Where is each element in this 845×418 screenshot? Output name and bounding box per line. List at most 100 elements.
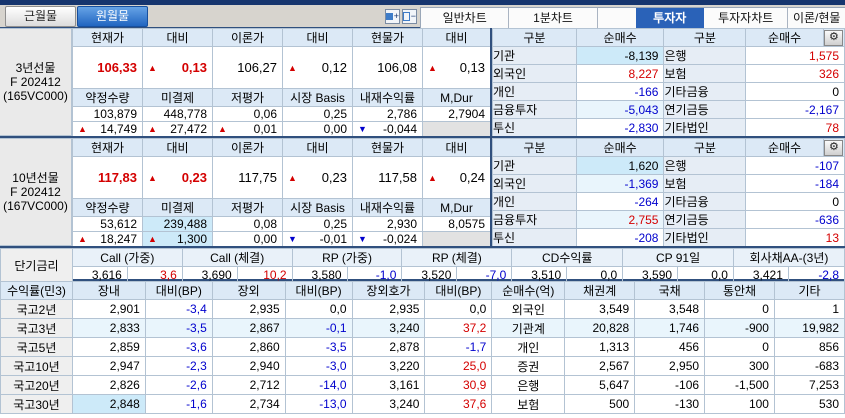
column-header: 대비	[142, 28, 213, 47]
rates-section-label: 단기금리	[0, 248, 73, 283]
column-header: 순매수	[745, 138, 824, 157]
value-cell: -2,167	[745, 100, 845, 119]
tab-theory-spot[interactable]: 이론/현물가	[788, 8, 845, 45]
investor-type-label: 기관	[492, 156, 577, 175]
value-cell: 3,549	[564, 299, 636, 319]
value-cell: 37,6	[424, 394, 493, 414]
value-cell: ▲ 0,01	[212, 121, 283, 137]
value-cell: -636	[745, 210, 845, 229]
value-cell: ▼ -0,044	[352, 121, 423, 137]
value-cell: 117,58	[352, 156, 423, 199]
value-cell: 106,27	[212, 46, 283, 89]
value-cell: -3,0	[284, 356, 353, 376]
value-cell: -2,3	[144, 356, 213, 376]
instrument-line: 3년선물	[15, 61, 56, 75]
value-cell: 3,590	[622, 266, 679, 283]
value-cell: 19,982	[773, 318, 845, 338]
value-cell: 8,0575	[422, 216, 491, 232]
settings-gear-icon[interactable]: ⚙	[824, 139, 844, 156]
up-arrow-icon: ▲	[78, 124, 87, 134]
value-cell: 2,734	[211, 394, 286, 414]
column-header: 약정수량	[72, 198, 143, 217]
value-cell: 106,33	[72, 46, 143, 89]
investor-name: 기관계	[491, 318, 566, 338]
down-arrow-icon: ▼	[288, 234, 297, 244]
value-cell: -166	[575, 82, 665, 101]
up-arrow-icon: ▲	[428, 172, 437, 183]
value-cell: ▲ 0,24	[422, 156, 491, 199]
up-arrow-icon: ▲	[148, 62, 157, 73]
investor-name: 은행	[491, 375, 566, 395]
column-header: 구분	[492, 28, 577, 47]
tab-investor-chart[interactable]: 투자자차트	[704, 8, 789, 28]
column-header: 대비(BP)	[424, 281, 493, 300]
value-cell: 2,833	[71, 318, 146, 338]
square-icon	[403, 12, 410, 21]
value-cell: 0,25	[282, 216, 353, 232]
tab-investor[interactable]: 투자자	[636, 8, 704, 28]
value-cell: 2,935	[211, 299, 286, 319]
investor-type-label: 연기금등	[663, 210, 747, 229]
settings-gear-icon[interactable]: ⚙	[824, 29, 844, 46]
rate-name: CP 91일	[622, 248, 734, 267]
value-cell: 7,253	[773, 375, 845, 395]
up-arrow-icon: ▲	[218, 124, 227, 134]
value-cell: ▲ 14,749	[72, 121, 143, 137]
column-header: 미결제	[142, 198, 213, 217]
value-cell: -1,500	[704, 375, 775, 395]
value-cell: 2,786	[352, 106, 423, 122]
value-cell: 2,940	[211, 356, 286, 376]
value-cell: 30,9	[424, 375, 493, 395]
futures-grid: 현재가 대비 이론가 대비 현물가 대비 117,83 ▲ 0,23 117,75 ▲ 0,23 117…	[72, 138, 491, 247]
value-cell: -3,5	[144, 318, 213, 338]
section-divider	[0, 246, 845, 248]
rate-name: Call (체결)	[181, 248, 293, 267]
value-cell: -5,043	[575, 100, 665, 119]
investor-type-label: 금융투자	[492, 210, 577, 229]
value-cell: -1,7	[424, 337, 493, 357]
investor-name: 외국인	[491, 299, 566, 319]
column-header: 현재가	[72, 138, 143, 157]
panel-collapse-button[interactable]: −	[402, 9, 417, 24]
value-cell: 78	[745, 118, 845, 137]
column-header: 통안채	[704, 281, 775, 300]
value-cell: 103,879	[72, 106, 143, 122]
tab-general-chart[interactable]: 일반차트	[421, 8, 510, 28]
investor-type-label: 외국인	[492, 174, 577, 193]
value-cell: 1,620	[575, 156, 665, 175]
column-header: 구분	[492, 138, 577, 157]
tab-1min-chart[interactable]: 1분차트	[509, 8, 598, 28]
column-header: 장외	[211, 281, 286, 300]
column-header: 순매수(억)	[491, 281, 566, 300]
rate-name: Call (가중)	[71, 248, 183, 267]
value-cell: 0	[704, 337, 775, 357]
square-icon	[386, 13, 393, 20]
value-cell: -264	[575, 192, 665, 211]
column-header: 순매수	[575, 138, 665, 157]
value-cell: 13	[745, 228, 845, 247]
column-header: 수익률(민3)	[0, 281, 73, 300]
value-cell: -2,6	[144, 375, 213, 395]
column-header: 기타	[773, 281, 845, 300]
value-cell: 0,06	[212, 106, 283, 122]
investor-type-label: 투신	[492, 118, 577, 137]
bond-name: 국고2년	[0, 299, 73, 319]
futures-table-10yr: 현재가 대비 이론가 대비 현물가 대비 117,83 ▲ 0,23 117,75 ▲ 0,23 117…	[72, 138, 491, 247]
bond-name: 국고30년	[0, 394, 73, 414]
value-cell: 2,712	[211, 375, 286, 395]
panel-expand-button[interactable]: +	[385, 9, 400, 24]
tab-far-month[interactable]: 원월물	[77, 6, 148, 27]
up-arrow-icon: ▲	[148, 124, 157, 134]
column-header: 대비	[142, 138, 213, 157]
column-header: 채권계	[564, 281, 636, 300]
tab-near-month[interactable]: 근월물	[5, 6, 76, 27]
value-cell: 1,575	[745, 46, 845, 65]
section-divider	[0, 136, 845, 138]
investor-type-label: 은행	[663, 156, 747, 175]
instrument-line: F 202412	[10, 185, 61, 199]
value-cell: 3,220	[351, 356, 426, 376]
value-cell: 117,75	[212, 156, 283, 199]
value-cell: -683	[773, 356, 845, 376]
value-cell: 2,859	[71, 337, 146, 357]
